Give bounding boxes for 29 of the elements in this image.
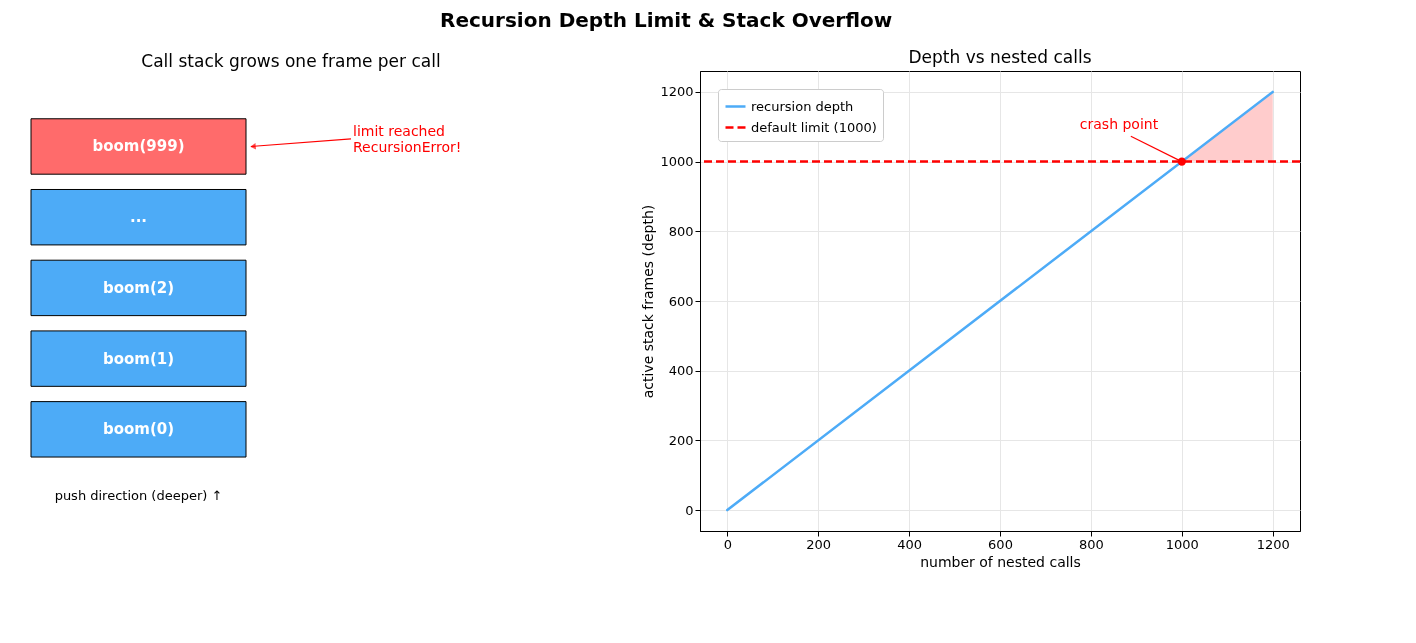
category-label: ... bbox=[129, 208, 148, 227]
legend-label: recursion depth bbox=[751, 98, 854, 114]
x-tick-label: 1000 bbox=[1165, 536, 1199, 552]
x-tick-label: 400 bbox=[897, 536, 923, 552]
annotation: crash point bbox=[1079, 115, 1159, 132]
x-axis-title: number of nested calls bbox=[920, 553, 1081, 570]
category-label: boom(0) bbox=[102, 420, 175, 439]
text: Recursion Depth Limit & Stack Overflow bbox=[440, 7, 893, 32]
y-tick-label: 0 bbox=[685, 502, 694, 518]
y-axis-title: active stack frames (depth) bbox=[640, 204, 657, 399]
x-tick-label: 1200 bbox=[1256, 536, 1290, 552]
y-tick-label: 400 bbox=[668, 363, 694, 379]
x-tick-label: 600 bbox=[988, 536, 1013, 552]
category-label: boom(1) bbox=[102, 349, 175, 368]
text: limit reached RecursionError! bbox=[353, 123, 462, 156]
y-tick-label: 800 bbox=[668, 223, 694, 239]
category-label: boom(2) bbox=[102, 278, 175, 297]
y-tick-label: 200 bbox=[668, 432, 694, 448]
text: push direction (deeper) ↑ bbox=[54, 488, 223, 504]
y-tick-label: 1000 bbox=[660, 154, 694, 170]
x-tick-label: 200 bbox=[806, 536, 832, 552]
y-tick-label: 1200 bbox=[660, 84, 694, 100]
legend-label: default limit (1000) bbox=[751, 119, 877, 135]
category-label: boom(999) bbox=[92, 137, 185, 156]
text: Call stack grows one frame per call bbox=[141, 51, 441, 71]
x-tick-label: 800 bbox=[1078, 536, 1104, 552]
chart-title: Depth vs nested calls bbox=[908, 47, 1092, 67]
x-tick-label: 0 bbox=[723, 536, 732, 552]
y-tick-label: 600 bbox=[668, 293, 694, 309]
